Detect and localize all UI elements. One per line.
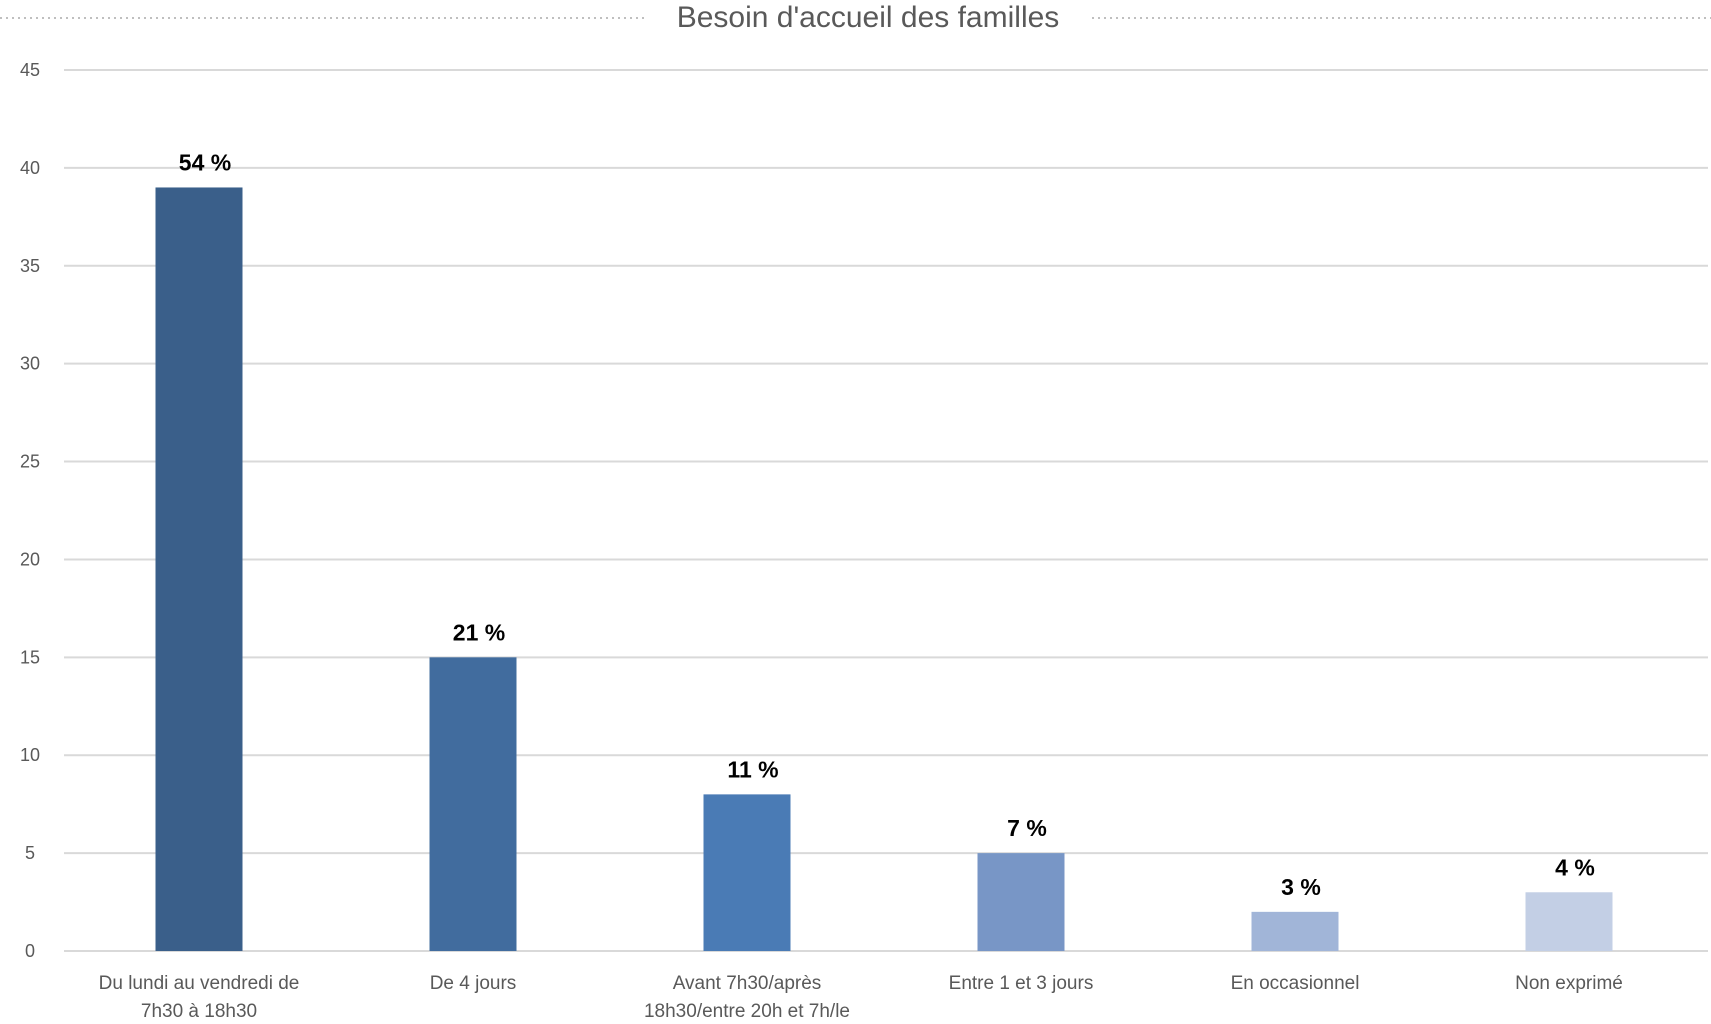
category-labels: Du lundi au vendredi de 7h30 à 18h30 De 4 … [99,973,1623,1022]
bars [155,187,1613,951]
bar [155,187,243,951]
category-label: De 4 jours [430,973,517,994]
data-label: 4 % [1555,854,1595,880]
category-label: 18h30/entre 20h et 7h/le [644,1001,850,1022]
data-label: 7 % [1007,815,1047,841]
title-background [646,0,1090,38]
chart-title: Besoin d'accueil des familles [677,1,1060,34]
y-tick-label: 40 [20,158,40,178]
bar [977,853,1065,951]
y-tick-label: 25 [20,452,40,472]
category-label: Avant 7h30/après [673,973,822,994]
category-label: Entre 1 et 3 jours [949,973,1094,994]
y-tick-label: 45 [20,60,40,80]
data-label: 54 % [179,149,231,175]
y-axis-ticks: 0 5 10 15 20 25 30 35 40 45 [20,60,40,961]
y-tick-label: 35 [20,256,40,276]
category-label: 7h30 à 18h30 [141,1001,257,1022]
y-tick-label: 0 [25,941,35,961]
gridlines [64,69,1708,952]
y-tick-label: 30 [20,354,40,374]
y-tick-label: 15 [20,647,40,667]
data-label: 21 % [453,619,505,645]
y-tick-label: 20 [20,549,40,569]
category-label: Non exprimé [1515,973,1623,994]
bar [1251,911,1339,951]
category-label: Du lundi au vendredi de [99,973,300,994]
y-tick-label: 10 [20,745,40,765]
y-tick-label: 5 [25,843,35,863]
data-label: 3 % [1281,874,1321,900]
data-labels: 54 % 21 % 11 % 7 % 3 % 4 % [179,149,1595,899]
bar [1525,892,1613,951]
bar [703,794,791,951]
data-label: 11 % [727,756,778,782]
category-label: En occasionnel [1231,973,1360,994]
bar [429,657,517,951]
